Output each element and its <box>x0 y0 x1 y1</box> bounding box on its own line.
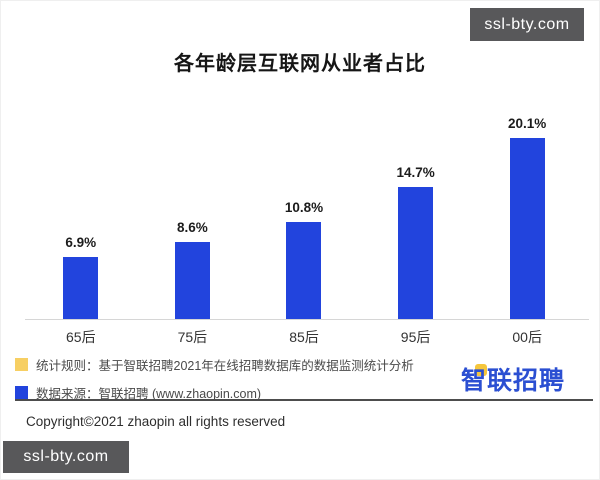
x-axis-label: 65后 <box>66 329 96 345</box>
chart-title: 各年龄层互联网从业者占比 <box>174 53 426 75</box>
bar-chart-plot: 6.9% 8.6% 10.8% 14.7% 20.1% <box>25 116 583 319</box>
bar-column: 20.1% <box>471 116 583 319</box>
footer-divider <box>15 399 593 401</box>
bar-95后 <box>398 187 434 319</box>
legend-swatch-icon <box>15 386 28 399</box>
x-axis-label: 75后 <box>177 329 208 345</box>
bar-85后 <box>286 222 322 319</box>
footnote-text: 数据来源：智联招聘 (www.zhaopin.com) <box>36 387 262 401</box>
x-axis-label: 00后 <box>512 329 542 345</box>
watermark-bottom-text: ssl-bty.com <box>23 448 109 465</box>
bar-65后 <box>63 257 99 319</box>
x-axis-labels: 65后 75后 85后 95后 00后 <box>25 327 583 347</box>
bar-value-label: 20.1% <box>508 116 547 131</box>
footnote-text: 统计规则：基于智联招聘2021年在线招聘数据库的数据监测统计分析 <box>36 359 414 373</box>
bar-column: 8.6% <box>137 220 249 319</box>
bar-value-label: 8.6% <box>177 220 208 235</box>
footnote-row: 统计规则：基于智联招聘2021年在线招聘数据库的数据监测统计分析 <box>15 355 414 374</box>
bar-00后 <box>509 138 545 319</box>
copyright-text: Copyright©2021 zhaopin all rights reserv… <box>26 414 286 429</box>
watermark-top: ssl-bty.com <box>470 8 584 41</box>
bar-value-label: 6.9% <box>65 235 97 250</box>
zhaopin-logo: 智联招聘 <box>461 363 591 399</box>
legend-swatch-icon <box>15 358 28 371</box>
bar-column: 6.9% <box>25 235 137 319</box>
bar-column: 10.8% <box>248 200 360 319</box>
x-axis-label: 85后 <box>289 329 319 345</box>
watermark-top-text: ssl-bty.com <box>484 15 570 33</box>
watermark-bottom: ssl-bty.com <box>3 441 129 473</box>
footnotes-legend: 统计规则：基于智联招聘2021年在线招聘数据库的数据监测统计分析 数据来源：智联招… <box>15 355 414 402</box>
logo-yellow-dot-icon <box>475 364 487 376</box>
logo-text: 智联招聘 <box>461 367 566 395</box>
bar-value-label: 14.7% <box>396 165 435 180</box>
x-axis-line <box>25 319 589 320</box>
x-axis-label: 95后 <box>400 329 431 345</box>
footnote-row: 数据来源：智联招聘 (www.zhaopin.com) <box>15 383 414 402</box>
bar-value-label: 10.8% <box>284 200 324 215</box>
bar-column: 14.7% <box>360 165 472 319</box>
bar-75后 <box>174 242 210 319</box>
